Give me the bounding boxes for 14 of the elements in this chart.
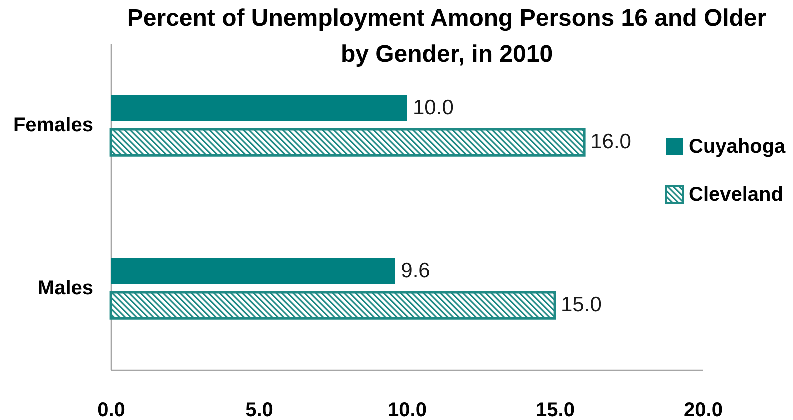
data-label: 9.6 (401, 259, 430, 282)
x-tick-label: 5.0 (246, 400, 274, 420)
y-tick-label: Females (13, 114, 94, 136)
x-tick-label: 15.0 (536, 400, 575, 420)
chart-title: Percent of Unemployment Among Persons 16 and Older by Gender, in 2010 (127, 5, 767, 68)
data-label: 15.0 (561, 294, 602, 317)
data-label: 10.0 (413, 96, 454, 120)
legend-label: Cleveland (689, 184, 784, 206)
data-label: 16.0 (590, 130, 632, 154)
x-tick-label: 0.0 (98, 400, 126, 420)
legend-label: Cuyahoga (689, 136, 787, 158)
x-tick-label: 10.0 (388, 400, 427, 420)
y-tick-label: Males (38, 278, 94, 300)
x-tick-label: 20.0 (684, 400, 723, 420)
